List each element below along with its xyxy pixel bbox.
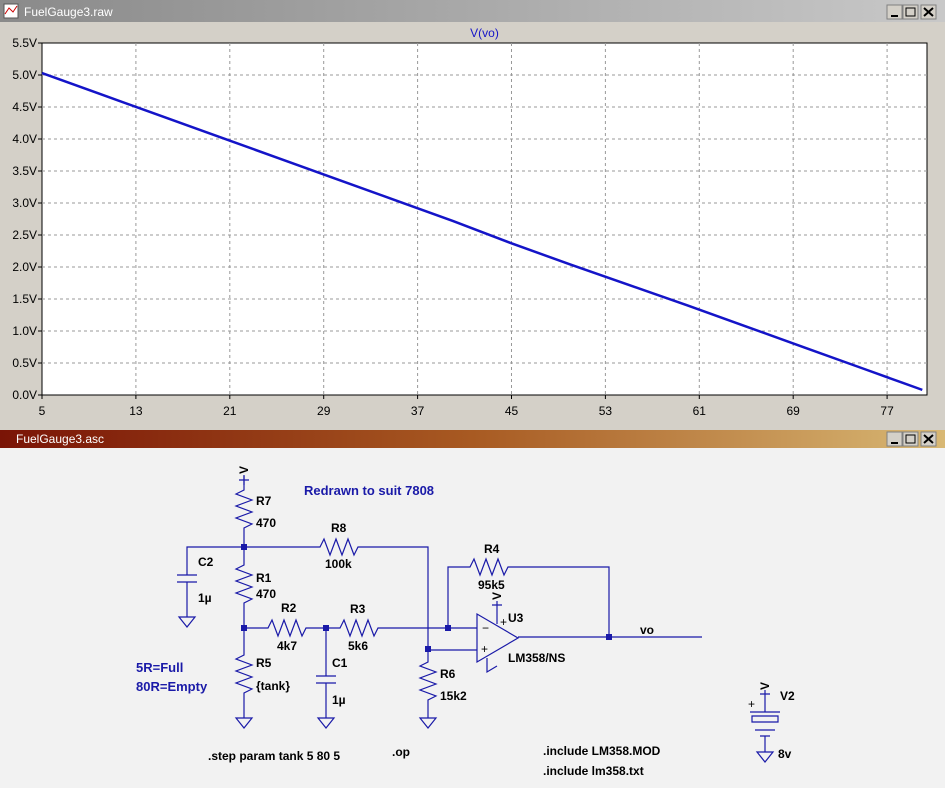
x-tick-label: 45 <box>505 404 519 418</box>
y-tick-label: 2.5V <box>12 228 37 242</box>
x-tick-label: 13 <box>129 404 143 418</box>
comment: Redrawn to suit 7808 <box>304 483 434 498</box>
component-label: R2 <box>281 601 297 615</box>
x-tick-label: 29 <box>317 404 331 418</box>
svg-text:−: − <box>482 621 489 635</box>
y-tick-label: 3.5V <box>12 164 37 178</box>
component-label: 470 <box>256 587 276 601</box>
net-label: vo <box>640 623 654 637</box>
component-label: U3 <box>508 611 524 625</box>
component-label: 15k2 <box>440 689 467 703</box>
component-label: R6 <box>440 667 456 681</box>
component-label: R4 <box>484 542 500 556</box>
component-label: {tank} <box>256 679 290 693</box>
component-label: 1µ <box>332 693 346 707</box>
component-label: R1 <box>256 571 272 585</box>
y-tick-label: 0.0V <box>12 388 37 402</box>
y-tick-label: 2.0V <box>12 260 37 274</box>
title-bar <box>0 0 945 22</box>
y-tick-label: 4.0V <box>12 132 37 146</box>
component-label: C1 <box>332 656 348 670</box>
x-tick-label: 69 <box>787 404 801 418</box>
component-label: 4k7 <box>277 639 297 653</box>
chart: 0.0V 0.5V 1.0V 1.5V 2.0V 2.5V 3.0V 3.5V 4.0V 4.5V… <box>12 26 927 418</box>
x-tick-label: 37 <box>411 404 425 418</box>
y-tick-label: 0.5V <box>12 356 37 370</box>
y-tick-label: 5.5V <box>12 36 37 50</box>
x-tick-label: 5 <box>39 404 46 418</box>
supply-label: V <box>237 466 251 474</box>
window-buttons[interactable] <box>886 431 937 447</box>
component-label: R8 <box>331 521 347 535</box>
component-label: R7 <box>256 494 272 508</box>
svg-text:+: + <box>748 697 755 711</box>
component-label: 5k6 <box>348 639 368 653</box>
component-label: 470 <box>256 516 276 530</box>
x-tick-label: 61 <box>693 404 707 418</box>
component-label: 95k5 <box>478 578 505 592</box>
component-label: R5 <box>256 656 272 670</box>
directive: .include lm358.txt <box>543 764 644 778</box>
directive: .step param tank 5 80 5 <box>208 749 340 763</box>
comment: 80R=Empty <box>136 679 208 694</box>
y-tick-label: 4.5V <box>12 100 37 114</box>
supply-label: V <box>758 682 772 690</box>
y-tick-label: 5.0V <box>12 68 37 82</box>
comment: 5R=Full <box>136 660 183 675</box>
svg-text:+: + <box>500 615 507 629</box>
window-title: FuelGauge3.asc <box>16 432 104 446</box>
directive: .op <box>392 745 410 759</box>
plot-area <box>41 42 928 396</box>
directive: .include LM358.MOD <box>543 744 661 758</box>
component-label: 8v <box>778 747 792 761</box>
y-tick-label: 3.0V <box>12 196 37 210</box>
window-icon <box>3 3 19 19</box>
component-label: R3 <box>350 602 366 616</box>
junctions <box>241 544 612 652</box>
window-title: FuelGauge3.raw <box>24 5 113 19</box>
x-tick-label: 53 <box>599 404 613 418</box>
x-tick-label: 21 <box>223 404 237 418</box>
y-tick-label: 1.0V <box>12 324 37 338</box>
x-tick-label: 77 <box>880 404 894 418</box>
component-label: 1µ <box>198 591 212 605</box>
y-tick-label: 1.5V <box>12 292 37 306</box>
legend-label: V(vo) <box>470 26 499 40</box>
supply-label: V <box>490 592 504 600</box>
window-buttons[interactable] <box>886 4 937 20</box>
component-label: V2 <box>780 689 795 703</box>
series-line <box>41 71 923 392</box>
window-icon <box>4 5 18 15</box>
svg-text:+: + <box>481 642 488 656</box>
title-bar <box>0 430 945 448</box>
component-label: 100k <box>325 557 352 571</box>
component-label: C2 <box>198 555 214 569</box>
pin-signs: −+++ <box>481 615 755 711</box>
component-label: LM358/NS <box>508 651 565 665</box>
schematic-canvas <box>0 448 945 788</box>
